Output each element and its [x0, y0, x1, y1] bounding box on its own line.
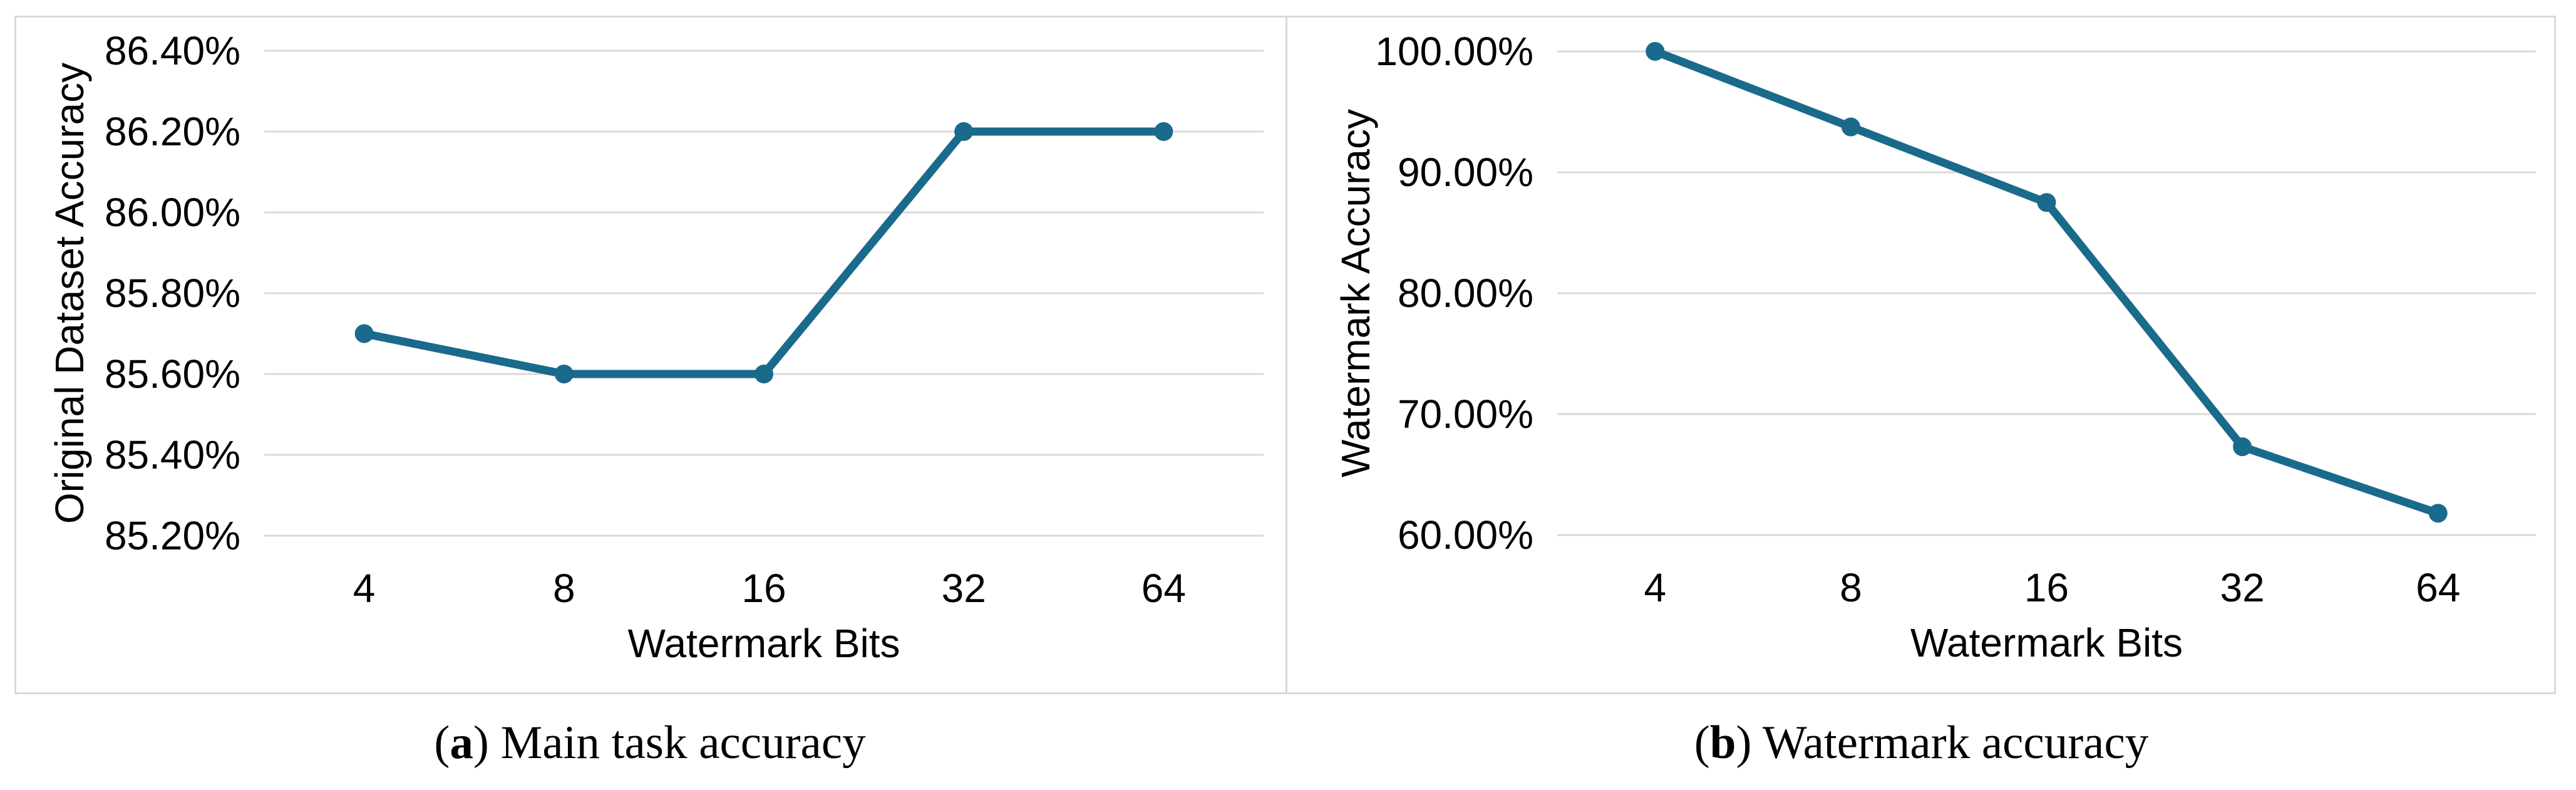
caption-paren-open: (	[1694, 717, 1710, 769]
x-tick-label: 32	[941, 566, 986, 611]
caption-b: (b) Watermark accuracy	[1287, 710, 2556, 776]
data-point-8	[1841, 117, 1860, 137]
data-line	[1651, 47, 2443, 517]
data-point-16	[2037, 193, 2056, 212]
y-tick-label: 80.00%	[1397, 271, 1533, 316]
x-tick-label: 64	[1141, 566, 1186, 611]
y-tick-label: 70.00%	[1397, 392, 1533, 437]
figure-border	[14, 16, 2556, 694]
chart-watermark-accuracy: Watermark Accuracy Watermark Bits 100.00…	[1287, 16, 2556, 694]
caption-paren-close: )	[1736, 717, 1763, 769]
data-point-4	[354, 324, 374, 343]
caption-a: (a) Main task accuracy	[14, 710, 1285, 776]
x-tick-label: 32	[2220, 565, 2265, 610]
data-point-32	[954, 122, 974, 141]
data-point-32	[2233, 437, 2252, 457]
y-tick-label: 60.00%	[1397, 512, 1533, 558]
data-point-8	[554, 365, 574, 383]
caption-label: a	[450, 717, 473, 769]
y-tick-label: 86.00%	[104, 190, 240, 235]
y-tick-label: 85.80%	[104, 271, 240, 316]
data-point-4	[1646, 42, 1665, 61]
data-point-64	[2428, 504, 2448, 523]
x-tick-label: 4	[1644, 565, 1667, 610]
y-tick-label: 100.00%	[1375, 29, 1533, 74]
y-tick-label: 86.20%	[104, 109, 240, 154]
data-point-64	[1154, 122, 1173, 141]
x-tick-label: 8	[1840, 565, 1862, 610]
y-tick-label: 90.00%	[1397, 150, 1533, 195]
x-tick-label: 4	[353, 566, 376, 611]
x-tick-label: 64	[2416, 565, 2461, 610]
y-tick-label: 85.40%	[104, 432, 240, 477]
panel-divider	[1285, 16, 1287, 694]
plot-area	[1557, 42, 2536, 536]
x-tick-label: 8	[553, 566, 575, 611]
plot-area	[264, 49, 1264, 537]
caption-paren-open: (	[434, 717, 450, 769]
x-tick-label: 16	[2024, 565, 2069, 610]
y-tick-label: 85.60%	[104, 351, 240, 397]
caption-text: Watermark accuracy	[1762, 717, 2149, 769]
chart-main-task-accuracy: Original Dataset Accuracy Watermark Bits…	[14, 16, 1285, 694]
data-line	[360, 127, 1168, 378]
x-tick-label: 16	[741, 566, 786, 611]
caption-paren-close: )	[473, 717, 501, 769]
caption-text: Main task accuracy	[500, 717, 866, 769]
x-axis-title: Watermark Bits	[1910, 620, 2183, 665]
data-point-16	[755, 365, 773, 383]
caption-label: b	[1709, 717, 1736, 769]
y-tick-label: 86.40%	[104, 28, 240, 73]
y-tick-label: 85.20%	[104, 513, 240, 558]
x-axis-title: Watermark Bits	[627, 621, 900, 666]
